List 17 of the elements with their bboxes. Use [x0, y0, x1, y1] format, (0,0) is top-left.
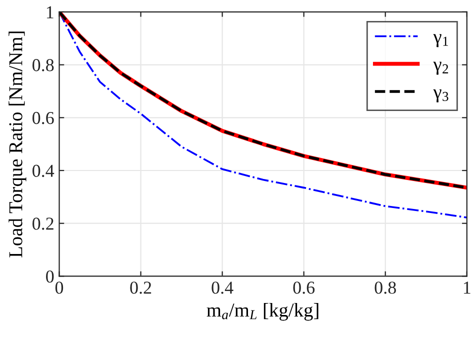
y-tick-label: 1 — [46, 6, 54, 18]
legend-label: γ$_{2}$ — [433, 62, 448, 75]
y-tick-label: 0 — [46, 270, 54, 283]
y-tick-label: 0.6 — [32, 112, 54, 124]
x-tick-label: 1 — [464, 282, 470, 294]
y-tick-label: 0.2 — [32, 218, 54, 230]
y-tick-label: 0.4 — [32, 164, 54, 178]
x-tick-label: 0.4 — [212, 282, 234, 294]
legend-label: γ$_{1}$ — [433, 34, 448, 48]
y-axis-title: Load Torque Ratio [Nm/Nm] — [8, 32, 26, 258]
y-tick-label: 0.8 — [32, 59, 54, 72]
x-tick-label: 0.6 — [293, 282, 315, 294]
legend-label: γ$_{3}$ — [433, 89, 448, 102]
x-tick-label: 0 — [55, 282, 64, 294]
x-tick-label: 0.8 — [374, 282, 396, 294]
x-axis-title: m$_{a}$/m$_{L}$ [kg/kg] — [206, 303, 318, 321]
x-tick-label: 0.2 — [130, 282, 152, 294]
